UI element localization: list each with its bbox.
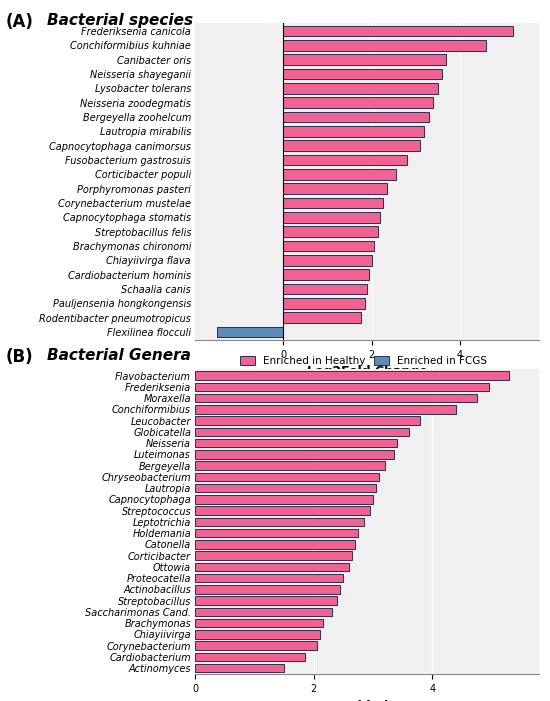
Bar [283, 83, 438, 94]
Bar [283, 26, 513, 36]
Bar [195, 484, 376, 492]
Bar [283, 54, 447, 65]
Bar [195, 517, 364, 526]
Bar [283, 240, 374, 252]
Bar [195, 450, 394, 458]
Text: Bacterial Genera: Bacterial Genera [47, 348, 191, 363]
Text: Bacterial species: Bacterial species [47, 13, 193, 27]
Bar [195, 585, 340, 594]
Bar [195, 506, 370, 515]
Bar [283, 111, 429, 123]
Bar [283, 69, 442, 79]
Bar [195, 372, 509, 380]
Bar [195, 394, 477, 402]
Bar [195, 653, 305, 661]
Bar [283, 40, 486, 50]
Bar [195, 461, 385, 470]
Bar [195, 664, 284, 672]
Bar [283, 169, 396, 179]
Bar [195, 630, 320, 639]
Bar [195, 608, 332, 616]
Bar [195, 641, 317, 650]
Bar [283, 198, 383, 208]
Bar [283, 255, 372, 266]
Bar [283, 212, 381, 223]
Bar [283, 126, 425, 137]
Bar [195, 495, 373, 503]
Bar [283, 184, 387, 194]
Bar [283, 284, 367, 294]
Bar [283, 313, 360, 323]
X-axis label: Log2Fold Change: Log2Fold Change [307, 700, 427, 701]
Bar [283, 97, 433, 108]
Bar [195, 529, 358, 538]
Bar [195, 383, 488, 391]
Bar [283, 298, 365, 309]
Bar [195, 619, 323, 627]
Bar [283, 155, 407, 165]
Bar [283, 226, 378, 237]
Legend: Enriched in Healthy, Enriched in FCGS: Enriched in Healthy, Enriched in FCGS [236, 352, 491, 371]
Text: (B): (B) [6, 348, 33, 367]
Bar [195, 540, 355, 549]
Bar [195, 597, 338, 605]
Bar [283, 140, 420, 151]
Bar [195, 552, 353, 560]
Bar [195, 563, 349, 571]
Bar [195, 416, 420, 425]
X-axis label: Log2Fold Change: Log2Fold Change [307, 365, 427, 379]
Bar [283, 269, 370, 280]
Bar [195, 472, 379, 481]
Bar [217, 327, 283, 337]
Bar [195, 405, 456, 414]
Bar [195, 574, 343, 583]
Bar [195, 428, 409, 436]
Bar [195, 439, 397, 447]
Text: (A): (A) [6, 13, 34, 31]
